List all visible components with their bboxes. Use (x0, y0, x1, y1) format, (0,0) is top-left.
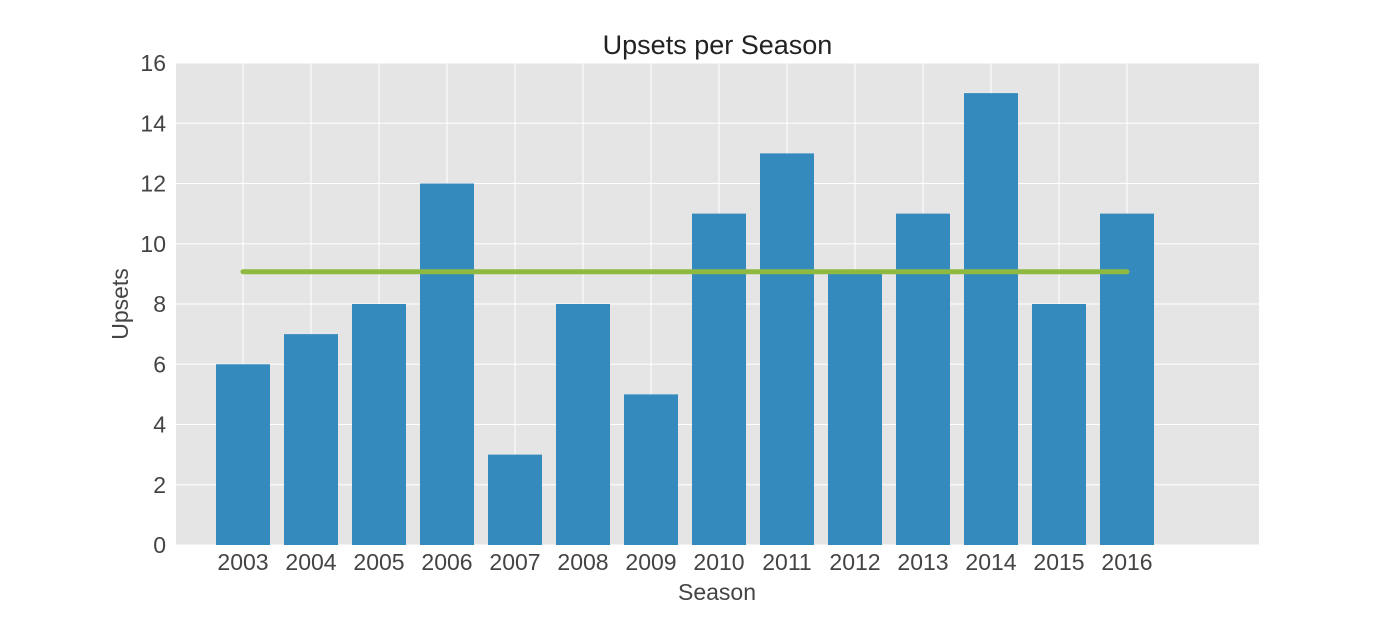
bar-2009 (624, 394, 678, 545)
bar-2003 (216, 364, 270, 545)
y-axis-title: Upsets (107, 268, 133, 340)
bar-2016 (1100, 213, 1154, 545)
bar-2010 (692, 213, 746, 545)
y-tick-label: 12 (140, 171, 166, 197)
x-tick-label: 2014 (965, 549, 1016, 575)
y-tick-label: 10 (140, 231, 166, 257)
bar-2015 (1032, 304, 1086, 545)
x-tick-label: 2004 (285, 549, 336, 575)
y-tick-label: 14 (140, 110, 166, 136)
bar-2012 (828, 273, 882, 545)
chart-title: Upsets per Season (603, 30, 833, 60)
x-tick-label: 2009 (625, 549, 676, 575)
x-tick-label: 2007 (489, 549, 540, 575)
y-tick-label: 4 (153, 412, 166, 438)
y-tick-label: 0 (153, 532, 166, 558)
x-axis-title: Season (678, 579, 756, 605)
bars (216, 93, 1154, 545)
x-axis-ticks: 2003 2004 2005 2006 2007 2008 2009 2010 2011 2012… (217, 549, 1152, 575)
bar-2013 (896, 213, 950, 545)
x-tick-label: 2012 (829, 549, 880, 575)
bar-2004 (284, 334, 338, 545)
bar-2014 (964, 93, 1018, 545)
x-tick-label: 2005 (353, 549, 404, 575)
y-tick-label: 2 (153, 472, 166, 498)
x-tick-label: 2015 (1033, 549, 1084, 575)
x-tick-label: 2008 (557, 549, 608, 575)
bar-2005 (352, 304, 406, 545)
x-tick-label: 2003 (217, 549, 268, 575)
y-tick-label: 8 (153, 291, 166, 317)
y-tick-label: 16 (140, 50, 166, 76)
x-tick-label: 2006 (421, 549, 472, 575)
x-tick-label: 2011 (762, 549, 811, 575)
bar-2008 (556, 304, 610, 545)
bar-2006 (420, 183, 474, 545)
y-tick-label: 6 (153, 351, 166, 377)
bar-2011 (760, 153, 814, 545)
y-axis-ticks: 0 2 4 6 8 10 12 14 16 (140, 50, 166, 558)
x-tick-label: 2013 (897, 549, 948, 575)
bar-2007 (488, 454, 542, 545)
x-tick-label: 2010 (693, 549, 744, 575)
x-tick-label: 2016 (1101, 549, 1152, 575)
